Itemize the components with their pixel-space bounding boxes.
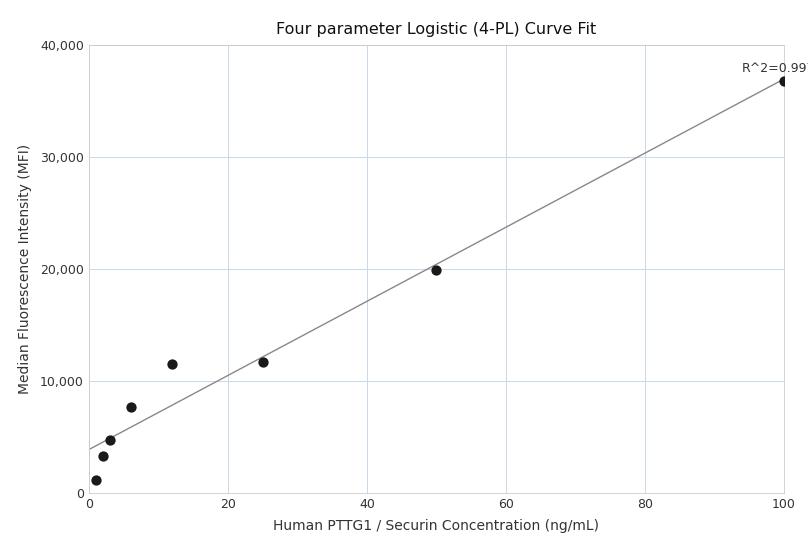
Point: [430, 265, 443, 274]
Y-axis label: Median Fluorescence Intensity (MFI): Median Fluorescence Intensity (MFI): [18, 144, 32, 394]
Title: Four parameter Logistic (4-PL) Curve Fit: Four parameter Logistic (4-PL) Curve Fit: [276, 22, 596, 37]
Point: [256, 357, 269, 366]
Point: [166, 360, 179, 368]
Text: R^2=0.9972: R^2=0.9972: [742, 62, 808, 74]
Point: [103, 436, 116, 445]
Point: [777, 76, 790, 85]
Point: [90, 476, 103, 485]
Point: [124, 402, 137, 411]
X-axis label: Human PTTG1 / Securin Concentration (ng/mL): Human PTTG1 / Securin Concentration (ng/…: [273, 519, 600, 533]
Point: [96, 451, 109, 460]
